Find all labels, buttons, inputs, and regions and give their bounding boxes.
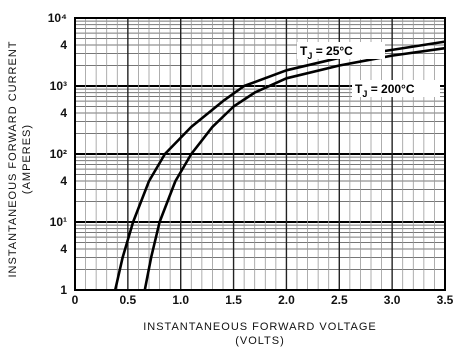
x-tick-label: 3.5	[437, 293, 454, 307]
x-tick-label: 0	[72, 293, 79, 307]
y-axis-units: (AMPERES)	[21, 124, 33, 194]
y-axis-label: INSTANTANEOUS FORWARD CURRENT	[7, 41, 19, 278]
x-tick-label: 2.5	[331, 293, 348, 307]
x-tick-label: 0.5	[120, 293, 137, 307]
curve-label: TJ = 200°C	[355, 82, 415, 99]
x-axis-units: (VOLTS)	[235, 335, 285, 347]
y-tick-label: 1	[60, 283, 67, 297]
y-tick-label: 10¹	[50, 215, 67, 229]
y-tick-label: 10²	[50, 147, 67, 161]
curve-tj-25c	[113, 40, 446, 291]
x-tick-labels: 0 0.5 1.0 1.5 2.0 2.5 3.0 3.5	[72, 293, 454, 307]
curve-annotations: TJ = 25°C TJ = 200°C	[297, 42, 440, 99]
x-tick-label: 1.0	[172, 293, 189, 307]
curve-label: TJ = 25°C	[300, 44, 353, 61]
x-tick-label: 1.5	[225, 293, 242, 307]
y-tick-labels: 1 4 10¹ 4 10² 4 10³ 4 10⁴	[48, 11, 68, 297]
y-tick-label: 4	[60, 38, 67, 52]
y-tick-label: 4	[60, 106, 67, 120]
y-tick-label: 4	[60, 174, 67, 188]
annotation-bg	[297, 42, 385, 59]
chart-grid	[75, 17, 445, 291]
plot-frame	[74, 17, 446, 291]
y-tick-label: 10⁴	[48, 11, 67, 25]
curve-tj-200c	[143, 46, 446, 291]
y-tick-label: 4	[60, 242, 67, 256]
annotation-bg	[352, 80, 440, 97]
x-tick-label: 3.0	[384, 293, 401, 307]
y-tick-label: 10³	[50, 79, 67, 93]
x-tick-label: 2.0	[278, 293, 295, 307]
x-axis-label: INSTANTANEOUS FORWARD VOLTAGE	[143, 321, 377, 333]
curves	[113, 40, 446, 291]
